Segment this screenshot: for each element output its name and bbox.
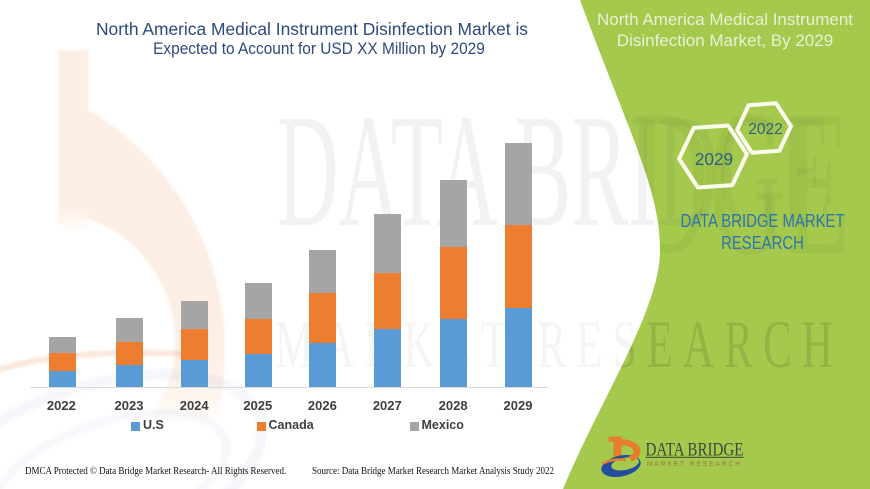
svg-text:2022: 2022 (748, 121, 782, 138)
svg-text:MARKET RESEARCH: MARKET RESEARCH (647, 461, 742, 468)
svg-text:2029: 2029 (695, 149, 733, 169)
svg-text:MARKET RESEARCH: MARKET RESEARCH (275, 306, 843, 382)
svg-text:DATA BRIDGE: DATA BRIDGE (646, 440, 744, 461)
